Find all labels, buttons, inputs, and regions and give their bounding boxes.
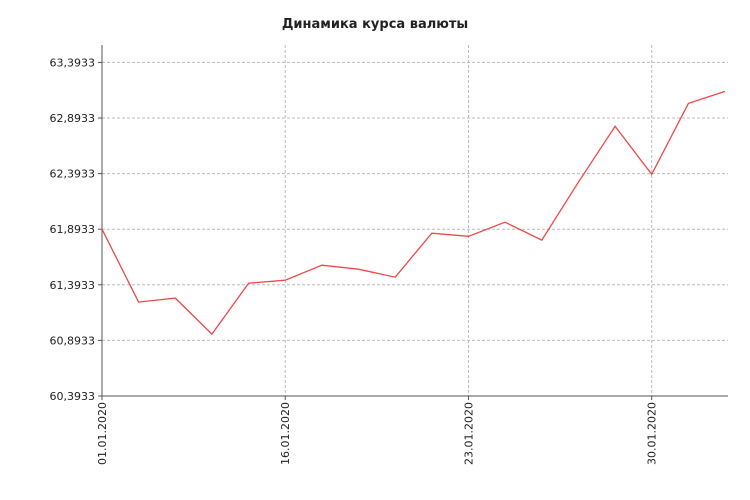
line-series <box>101 90 726 336</box>
chart-title: Динамика курса валюты <box>282 17 468 32</box>
x-tick-label: 01.01.2020 <box>96 402 109 465</box>
x-tick-label: 30.01.2020 <box>646 402 659 465</box>
y-tick-label: 60,8933 <box>50 334 96 347</box>
y-tick-label: 62,8933 <box>50 112 96 125</box>
y-tick-label: 61,3933 <box>50 279 96 292</box>
x-tick-label: 16.01.2020 <box>279 402 292 465</box>
y-tick-label: 63,3933 <box>50 56 96 69</box>
y-tick-label: 62,3933 <box>50 168 96 181</box>
y-tick-label: 60,3933 <box>50 390 96 403</box>
y-tick-label: 61,8933 <box>50 223 96 236</box>
x-tick-label: 23.01.2020 <box>462 402 475 465</box>
